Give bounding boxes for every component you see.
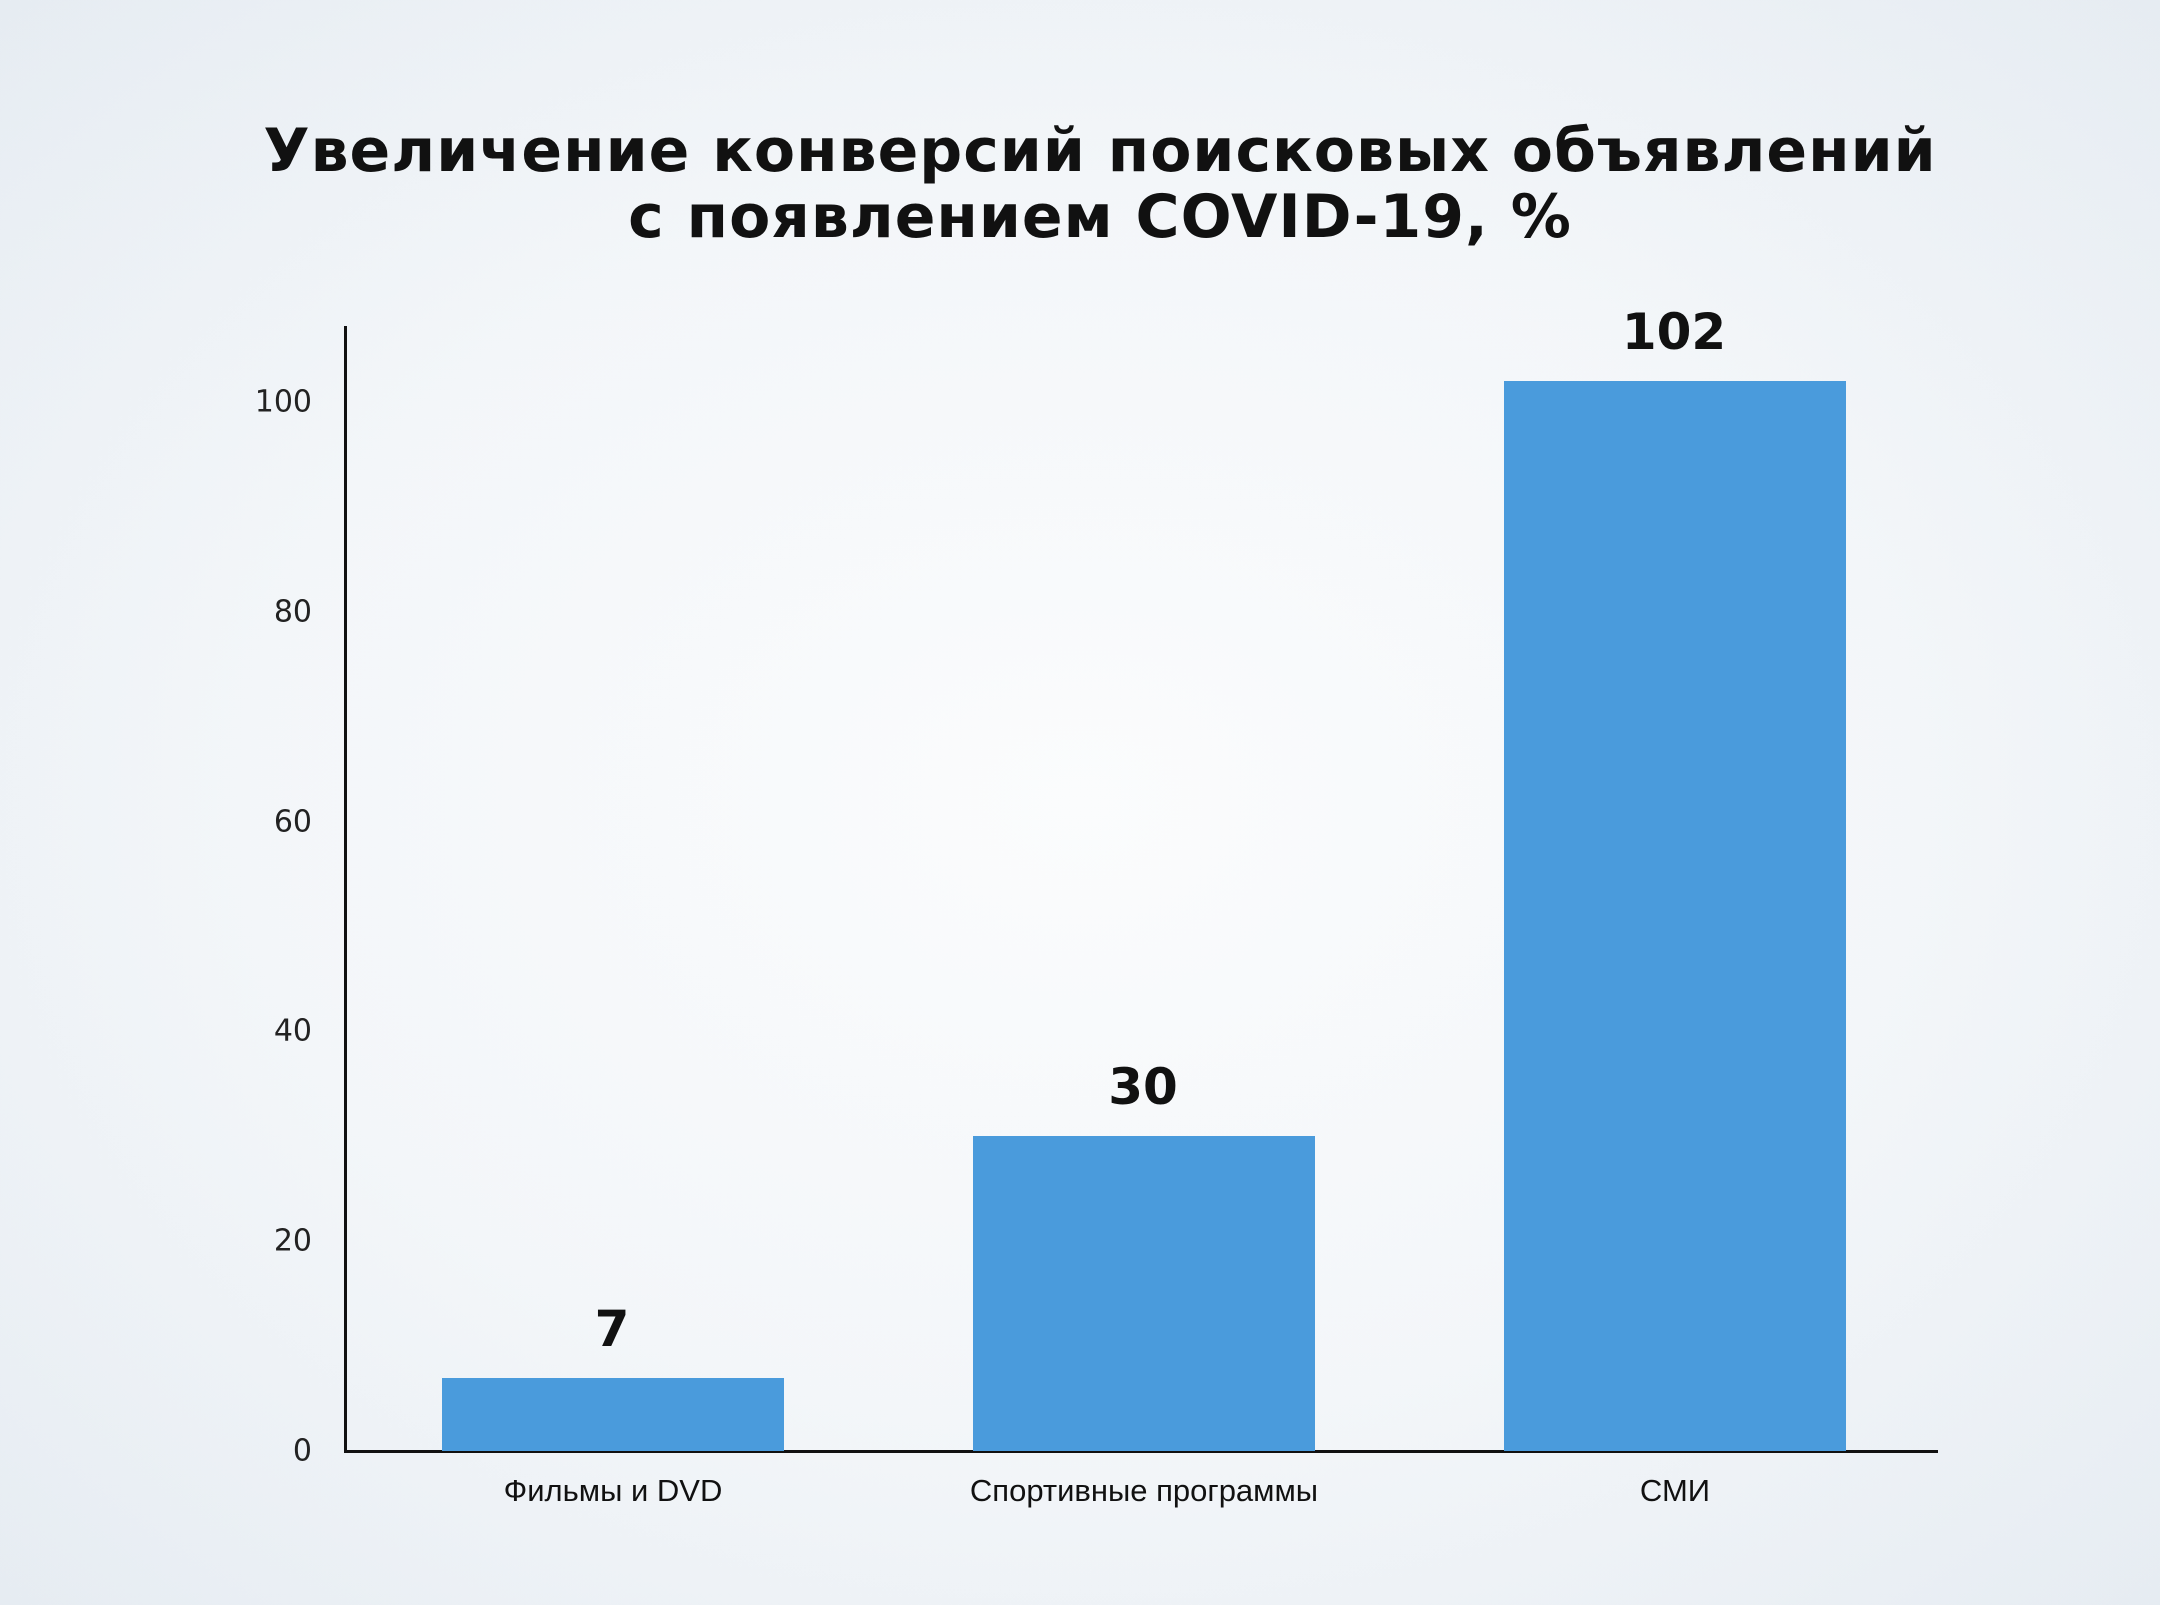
- chart-title-line1: Увеличение конверсий поисковых объявлени…: [263, 116, 1937, 186]
- x-category-label: Фильмы и DVD: [503, 1473, 723, 1508]
- y-tick-label: 100: [254, 384, 312, 420]
- y-tick-label: 20: [273, 1223, 312, 1259]
- y-tick-label: 40: [273, 1013, 312, 1049]
- bar: [973, 1136, 1315, 1451]
- bar: [442, 1377, 784, 1451]
- x-category-label: СМИ: [1639, 1473, 1711, 1508]
- bar: [1504, 381, 1846, 1451]
- y-tick-label: 80: [273, 594, 312, 630]
- x-category-label: Спортивные программы: [969, 1473, 1319, 1508]
- bar-value-label: 30: [1108, 1058, 1178, 1117]
- chart-title: Увеличение конверсий поисковых объявлени…: [0, 118, 2160, 250]
- y-axis-line: [344, 326, 347, 1452]
- y-tick-label: 0: [292, 1433, 312, 1469]
- chart-title-line2: с появлением COVID-19, %: [628, 182, 1572, 252]
- bar-value-label: 102: [1621, 303, 1727, 362]
- y-tick-label: 60: [273, 804, 312, 840]
- x-axis-line: [344, 1450, 1938, 1453]
- bar-value-label: 7: [594, 1299, 630, 1358]
